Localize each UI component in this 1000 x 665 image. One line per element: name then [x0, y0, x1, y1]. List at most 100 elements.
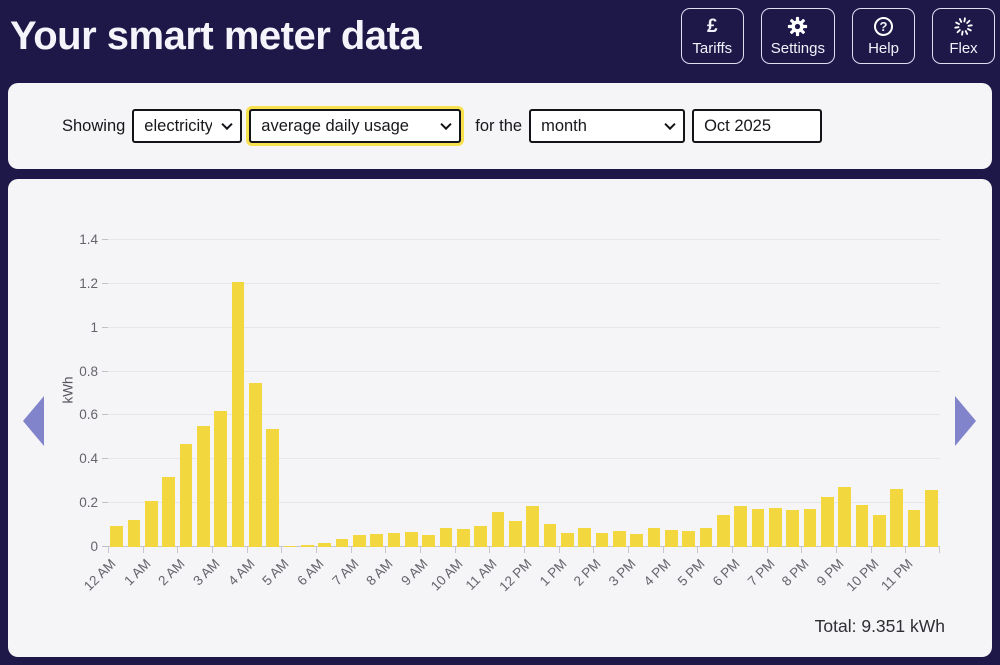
usage-bar	[127, 519, 141, 547]
x-tick-mark	[177, 547, 179, 553]
x-tick-label: 8 PM	[779, 556, 812, 589]
x-tick-mark	[524, 547, 525, 553]
x-tick-label: 12 PM	[496, 556, 535, 595]
y-tick-label: 0.8	[79, 363, 98, 379]
view-select-wrap: average daily usage	[249, 109, 462, 143]
usage-bar	[769, 507, 782, 547]
gridline	[108, 458, 940, 460]
usage-bar	[283, 545, 297, 547]
x-tick-label: 2 AM	[155, 556, 188, 589]
showing-label: Showing	[62, 116, 126, 135]
usage-bar	[907, 509, 921, 547]
y-tick-label: 0.2	[79, 495, 98, 511]
x-tick-label: 9 PM	[813, 556, 847, 589]
x-tick-mark	[697, 547, 699, 553]
next-period-button[interactable]	[955, 396, 976, 446]
usage-bar	[457, 528, 470, 547]
x-tick-label: 3 AM	[190, 556, 223, 589]
usage-bar	[110, 525, 123, 547]
usage-bar	[266, 429, 279, 547]
date-input[interactable]	[692, 109, 823, 143]
gear-icon	[787, 16, 808, 37]
x-tick-label: 4 AM	[224, 556, 258, 589]
controls-bar: Showing electricity average daily usage …	[8, 83, 992, 169]
usage-bar	[491, 512, 505, 547]
y-tick-mark	[102, 458, 108, 460]
usage-bar	[717, 514, 730, 547]
gridline	[108, 370, 940, 372]
x-tick-mark	[108, 547, 109, 553]
x-tick-mark	[212, 547, 213, 553]
settings-button[interactable]: Settings	[760, 8, 835, 64]
flex-button[interactable]: Flex	[932, 8, 995, 64]
x-tick-mark	[766, 547, 768, 553]
header-buttons: £ Tariffs	[680, 8, 995, 64]
x-tick-mark	[662, 547, 664, 553]
usage-bar	[561, 532, 574, 547]
y-tick-label: 0.6	[79, 407, 98, 423]
period-select[interactable]: month	[529, 109, 686, 143]
usage-bar	[647, 528, 661, 547]
y-tick-mark	[102, 502, 108, 504]
page-title: Your smart meter data	[10, 13, 422, 58]
x-tick-mark	[489, 547, 491, 553]
gridline	[108, 239, 940, 240]
usage-bar	[422, 535, 435, 547]
x-tick-mark	[939, 547, 940, 553]
usage-bar	[509, 520, 522, 547]
usage-bar	[734, 506, 747, 547]
usage-bar	[543, 523, 557, 547]
tariffs-button-label: Tariffs	[692, 39, 733, 57]
help-button[interactable]: ? Help	[852, 8, 915, 64]
right-arrow-icon	[955, 396, 976, 446]
fuel-select[interactable]: electricity	[132, 109, 243, 143]
usage-bar	[751, 508, 765, 547]
previous-period-button[interactable]	[23, 396, 44, 446]
usage-bar	[474, 525, 487, 547]
usage-bar	[370, 533, 383, 547]
y-tick-label: 0.4	[79, 451, 98, 467]
usage-bar	[249, 382, 262, 547]
x-tick-label: 5 PM	[675, 556, 708, 589]
usage-bar	[197, 426, 210, 547]
x-tick-mark	[246, 547, 248, 553]
x-tick-mark	[732, 547, 733, 553]
x-tick-label: 7 PM	[744, 556, 778, 589]
x-tick-mark	[836, 547, 837, 553]
x-tick-mark	[350, 547, 352, 553]
flex-icon	[953, 16, 974, 37]
usage-bar	[526, 505, 539, 547]
gridline	[108, 502, 940, 504]
usage-bar	[786, 510, 799, 547]
y-tick-mark	[102, 282, 108, 284]
gridline	[108, 414, 940, 416]
y-tick-label: 0	[90, 539, 98, 554]
usage-bar	[682, 531, 695, 547]
y-tick-label: 1.4	[79, 232, 98, 247]
gridline	[108, 326, 940, 328]
x-tick-label: 2 PM	[571, 556, 604, 589]
header: Your smart meter data £ Tariffs	[0, 0, 1000, 72]
y-tick-mark	[102, 239, 108, 240]
question-icon: ?	[874, 16, 893, 37]
y-tick-mark	[102, 370, 108, 372]
x-tick-mark	[316, 547, 317, 553]
y-tick-label: 1.2	[79, 275, 98, 291]
x-tick-label: 10 PM	[843, 556, 882, 595]
usage-bar	[613, 531, 626, 547]
x-tick-mark	[628, 547, 629, 553]
usage-bar	[301, 544, 314, 547]
tariffs-button[interactable]: £ Tariffs	[680, 8, 744, 64]
x-tick-mark	[593, 547, 595, 553]
usage-bar	[214, 411, 227, 547]
view-select[interactable]: average daily usage	[249, 109, 462, 143]
y-tick-mark	[102, 546, 108, 547]
x-tick-label: 1 PM	[536, 556, 570, 589]
usage-bar	[925, 490, 938, 547]
usage-bar	[318, 543, 331, 547]
x-tick-label: 9 AM	[398, 556, 431, 589]
settings-button-label: Settings	[770, 39, 825, 57]
pound-icon: £	[707, 15, 718, 37]
fuel-select-wrap: electricity	[132, 109, 243, 143]
y-tick-mark	[102, 414, 108, 416]
